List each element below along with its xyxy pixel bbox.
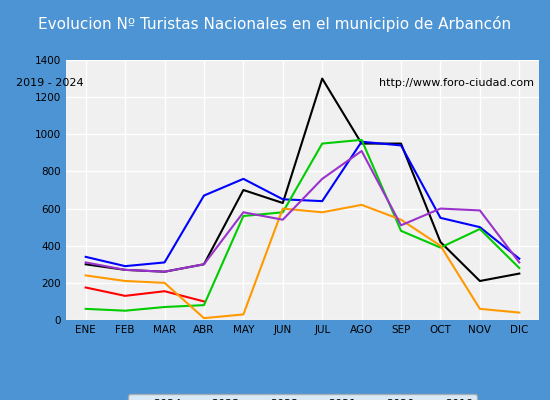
Text: Evolucion Nº Turistas Nacionales en el municipio de Arbancón: Evolucion Nº Turistas Nacionales en el m…	[39, 16, 512, 32]
Legend: 2024, 2023, 2022, 2021, 2020, 2019: 2024, 2023, 2022, 2021, 2020, 2019	[128, 394, 477, 400]
Text: http://www.foro-ciudad.com: http://www.foro-ciudad.com	[379, 78, 534, 88]
Text: 2019 - 2024: 2019 - 2024	[16, 78, 84, 88]
